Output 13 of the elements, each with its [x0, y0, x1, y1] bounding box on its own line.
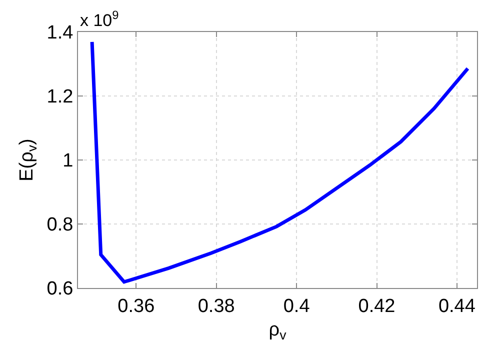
x-axis-title: ρ$_{v}$ [268, 320, 287, 343]
y-tick-label: 1.4 [46, 22, 74, 44]
y-tick-label: 0.6 [46, 278, 74, 300]
x-tick-label: 0.38 [198, 296, 235, 317]
x-tick-label: 0.42 [358, 296, 396, 317]
x-tick-label: 0.4 [283, 296, 310, 317]
x-tick-label: 0.36 [118, 296, 155, 317]
line-series [90, 40, 470, 284]
y-tick-label: 0.8 [46, 214, 74, 236]
text: x 10$^{9}$ [80, 8, 120, 30]
y-tick-label: 1 [62, 150, 74, 172]
x-tick-label: 0.44 [438, 296, 476, 317]
y-tick-label: 1.2 [46, 86, 74, 108]
